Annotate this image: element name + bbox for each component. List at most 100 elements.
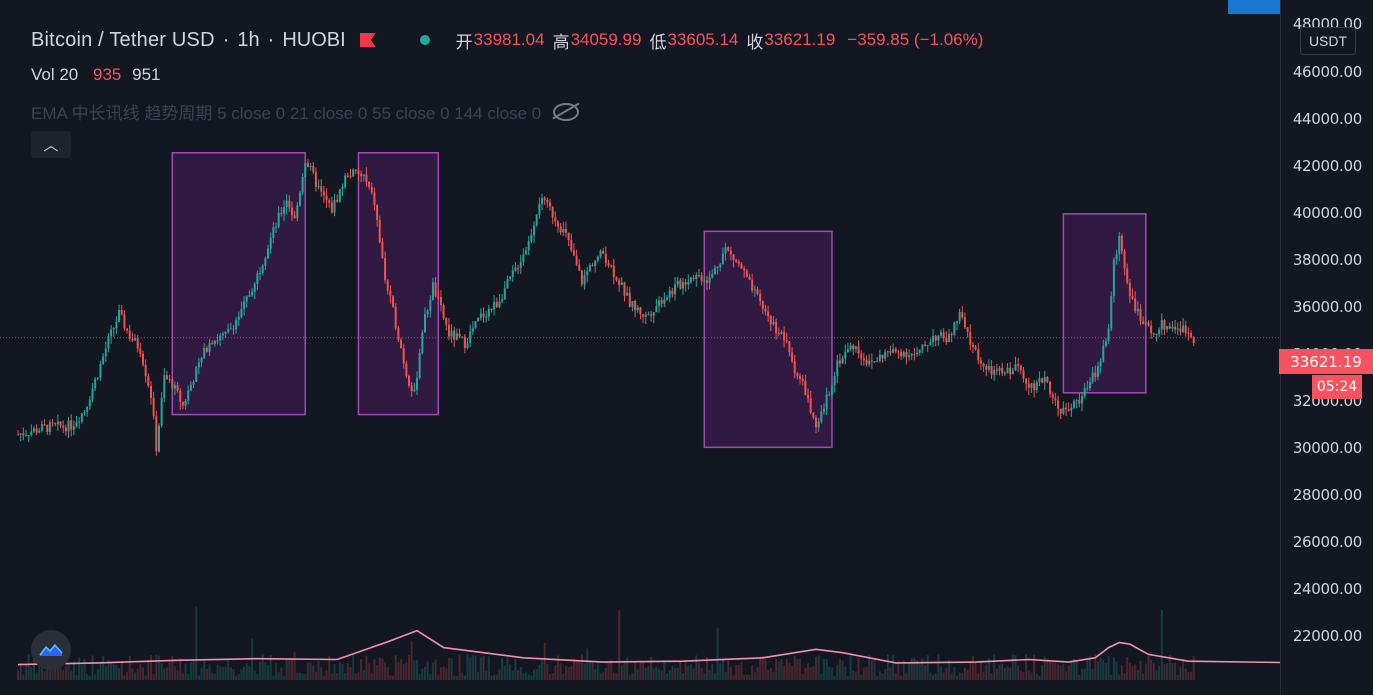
candle-body xyxy=(471,328,474,332)
volume-bar xyxy=(493,674,496,680)
candle-body xyxy=(373,192,376,206)
candle-body xyxy=(200,357,203,363)
volume-bar xyxy=(695,655,698,680)
volume-bar xyxy=(767,670,770,680)
volume-bar xyxy=(918,664,921,680)
candle-body xyxy=(503,288,506,300)
volume-bar xyxy=(697,662,700,680)
candle-body xyxy=(152,397,155,417)
volume-bar xyxy=(921,658,924,680)
volume-bar xyxy=(541,660,544,680)
candle-body xyxy=(700,275,703,282)
candle-body xyxy=(189,384,192,391)
candle-body xyxy=(1086,388,1089,390)
candle-body xyxy=(24,435,27,437)
collapse-legend-button[interactable]: ︿ xyxy=(31,131,71,158)
volume-bar xyxy=(769,667,772,680)
candle-body xyxy=(674,284,677,295)
volume-ma-value: 951 xyxy=(132,65,161,84)
volume-bar xyxy=(248,666,251,680)
candle-body xyxy=(860,353,863,359)
volume-bar xyxy=(572,658,575,680)
volume-bar xyxy=(793,655,796,680)
volume-bar xyxy=(543,642,546,680)
symbol-title[interactable]: Bitcoin / Tether USD xyxy=(31,28,215,51)
volume-bar xyxy=(1083,668,1086,680)
candle-body xyxy=(979,360,982,364)
candle-body xyxy=(56,421,59,425)
candle-body xyxy=(554,217,557,222)
volume-bar xyxy=(724,672,727,680)
candle-body xyxy=(519,261,522,269)
interval-label[interactable]: 1h xyxy=(237,28,260,51)
candle-body xyxy=(1035,382,1038,391)
candle-body xyxy=(596,256,599,261)
candle-body xyxy=(426,310,429,315)
indicator-legend[interactable]: EMA 中长讯线 趋势周期 5 close 0 21 close 0 55 cl… xyxy=(31,99,580,124)
candle-body xyxy=(955,321,958,323)
volume-bar xyxy=(128,656,131,680)
low-value: 33605.14 xyxy=(667,30,739,49)
volume-bar xyxy=(506,657,509,680)
highlight-box xyxy=(1062,213,1147,394)
currency-button[interactable]: USDT xyxy=(1300,27,1356,55)
tradingview-logo[interactable] xyxy=(31,630,71,670)
volume-bar xyxy=(860,674,863,680)
eye-off-icon[interactable] xyxy=(553,102,580,121)
exchange-label[interactable]: HUOBI xyxy=(282,28,346,51)
volume-bar xyxy=(599,672,602,680)
volume-bar xyxy=(298,672,301,680)
candle-body xyxy=(916,352,919,355)
volume-bar xyxy=(1075,659,1078,680)
candle-body xyxy=(950,333,953,335)
candle-body xyxy=(275,226,278,228)
volume-bar xyxy=(434,659,437,680)
candle-body xyxy=(362,174,365,176)
volume-bar xyxy=(1062,664,1065,680)
candle-body xyxy=(687,281,690,285)
volume-bar xyxy=(990,673,993,680)
volume-bar xyxy=(564,665,567,680)
volume-bar xyxy=(1131,665,1134,680)
candle-body xyxy=(530,235,533,242)
volume-bar xyxy=(796,658,799,680)
candle-body xyxy=(248,295,251,297)
candle-body xyxy=(884,352,887,359)
volume-bar xyxy=(317,661,320,680)
chart-canvas[interactable] xyxy=(0,0,1280,695)
volume-legend[interactable]: Vol 20 935 951 xyxy=(31,65,160,85)
candle-body xyxy=(386,280,389,291)
candle-body xyxy=(719,264,722,268)
candle-body xyxy=(328,200,331,203)
candle-body xyxy=(846,349,849,353)
volume-bar xyxy=(64,666,67,680)
volume-bar xyxy=(1128,662,1131,680)
axis-tick: 46000.00 xyxy=(1292,63,1362,81)
volume-bar xyxy=(1144,663,1147,680)
candle-body xyxy=(759,293,762,302)
volume-bar xyxy=(759,656,762,680)
flag-icon[interactable] xyxy=(359,33,376,47)
candle-body xyxy=(80,413,83,422)
highlight-boxes xyxy=(171,151,1147,449)
candle-body xyxy=(658,300,661,307)
volume-bar xyxy=(961,672,964,680)
candle-body xyxy=(1041,378,1044,383)
candle-body xyxy=(251,291,254,296)
volume-bar xyxy=(1094,654,1097,680)
candle-body xyxy=(1123,251,1126,269)
candle-body xyxy=(785,339,788,342)
price-axis[interactable]: 48000.00 46000.00 44000.00 42000.00 4000… xyxy=(1280,0,1373,695)
volume-bar xyxy=(626,657,629,680)
volume-bar xyxy=(86,674,89,680)
candle-body xyxy=(176,384,179,391)
volume-bar xyxy=(580,654,583,680)
volume-bar xyxy=(290,657,293,680)
volume-bar xyxy=(719,663,722,680)
candle-body xyxy=(626,292,629,296)
volume-bar xyxy=(400,659,403,680)
candle-body xyxy=(615,276,618,281)
candle-body xyxy=(902,352,905,357)
candle-body xyxy=(453,330,456,340)
candle-body xyxy=(940,332,943,336)
